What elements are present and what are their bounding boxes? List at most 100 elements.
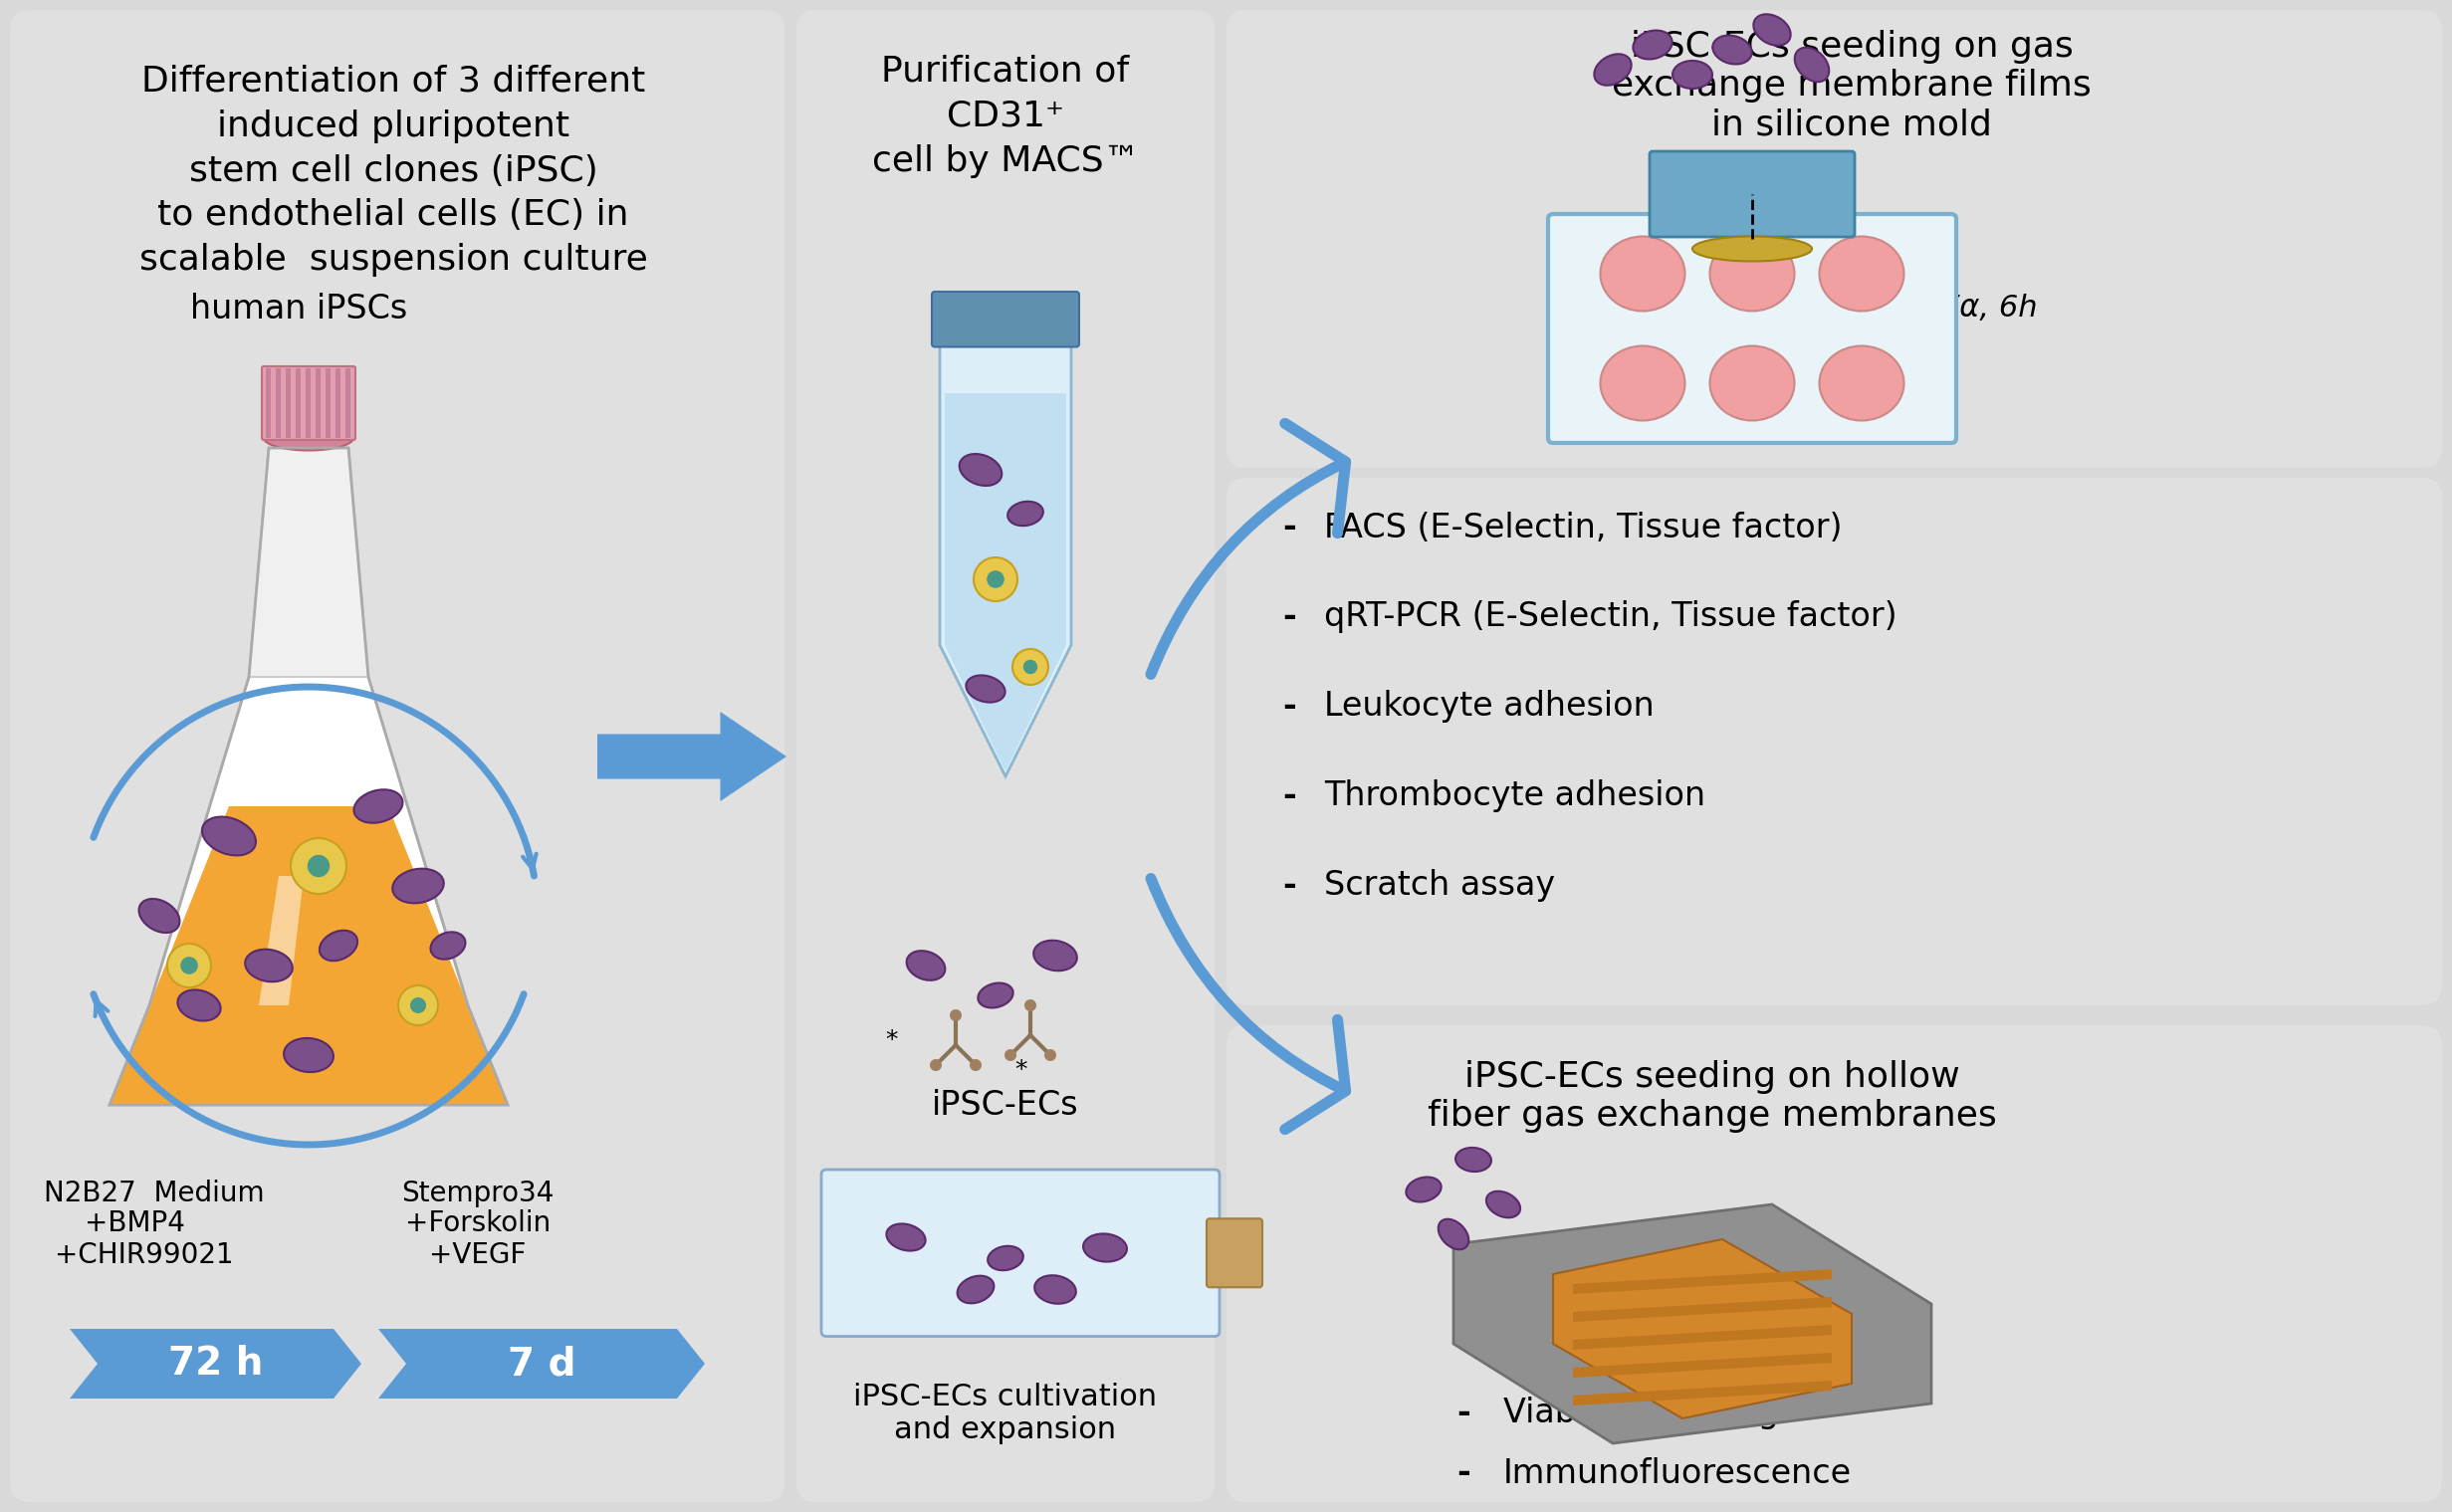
Ellipse shape (1486, 1191, 1520, 1217)
Bar (831, 1179, 1209, 1326)
Text: +Forskolin: +Forskolin (405, 1210, 552, 1237)
Ellipse shape (353, 789, 402, 823)
Ellipse shape (1013, 649, 1049, 685)
Ellipse shape (973, 558, 1018, 602)
Ellipse shape (319, 930, 358, 960)
Text: -: - (1456, 1456, 1471, 1489)
Text: Stempro34: Stempro34 (402, 1179, 554, 1208)
Text: 7 d: 7 d (508, 1344, 576, 1382)
Polygon shape (1572, 1325, 1832, 1350)
Text: Thrombocyte adhesion: Thrombocyte adhesion (1324, 780, 1707, 813)
Bar (326, 369, 331, 438)
Polygon shape (1572, 1269, 1832, 1294)
Text: FACS (E-Selectin, Tissue factor): FACS (E-Selectin, Tissue factor) (1324, 511, 1841, 544)
Text: Immunofluorescence: Immunofluorescence (1503, 1456, 1851, 1489)
Polygon shape (250, 448, 368, 677)
Ellipse shape (1711, 35, 1751, 64)
Ellipse shape (1456, 1148, 1491, 1172)
Text: -: - (1282, 869, 1297, 903)
Text: +CHIR99021: +CHIR99021 (54, 1241, 233, 1269)
Ellipse shape (1594, 54, 1631, 85)
Ellipse shape (177, 990, 221, 1021)
Text: *: * (885, 1028, 897, 1052)
Ellipse shape (432, 931, 466, 959)
Text: qRT-PCR (E-Selectin, Tissue factor): qRT-PCR (E-Selectin, Tissue factor) (1324, 600, 1898, 634)
Ellipse shape (1035, 1275, 1076, 1303)
Polygon shape (939, 339, 1072, 776)
Ellipse shape (1819, 346, 1903, 420)
Ellipse shape (1709, 236, 1795, 311)
Polygon shape (1572, 1297, 1832, 1321)
Ellipse shape (1008, 502, 1042, 526)
Ellipse shape (181, 957, 199, 974)
Polygon shape (378, 1329, 704, 1399)
Ellipse shape (1405, 1176, 1442, 1202)
Ellipse shape (1045, 1049, 1057, 1061)
Bar (346, 369, 351, 438)
Ellipse shape (1672, 60, 1711, 89)
Ellipse shape (907, 951, 944, 980)
Ellipse shape (292, 838, 346, 894)
FancyBboxPatch shape (1226, 1025, 2442, 1501)
Polygon shape (1572, 1353, 1832, 1377)
Polygon shape (1454, 1205, 1932, 1444)
Text: -: - (1282, 511, 1297, 544)
Ellipse shape (1753, 14, 1790, 45)
FancyBboxPatch shape (1206, 1219, 1263, 1287)
Ellipse shape (1084, 1234, 1128, 1261)
Polygon shape (110, 448, 508, 1105)
Ellipse shape (1005, 1049, 1018, 1061)
Text: Purification of
CD31⁺
cell by MACS™: Purification of CD31⁺ cell by MACS™ (873, 54, 1140, 178)
Text: ± TNFα, 6h: ± TNFα, 6h (1866, 295, 2038, 324)
Ellipse shape (306, 854, 329, 877)
Ellipse shape (949, 1010, 961, 1021)
Ellipse shape (1819, 236, 1903, 311)
Ellipse shape (1601, 346, 1685, 420)
Ellipse shape (167, 943, 211, 987)
Polygon shape (1552, 1240, 1851, 1418)
Ellipse shape (986, 570, 1005, 588)
Ellipse shape (1022, 659, 1037, 674)
Ellipse shape (988, 1246, 1022, 1270)
Ellipse shape (201, 816, 255, 856)
Ellipse shape (929, 1058, 942, 1070)
Ellipse shape (1709, 346, 1795, 420)
Text: N2B27  Medium: N2B27 Medium (44, 1179, 265, 1208)
Ellipse shape (397, 986, 439, 1025)
Polygon shape (110, 806, 508, 1105)
Bar (336, 369, 341, 438)
Text: -: - (1282, 600, 1297, 634)
Polygon shape (1572, 1380, 1832, 1406)
FancyBboxPatch shape (797, 11, 1214, 1501)
Text: *: * (1015, 1058, 1027, 1083)
Ellipse shape (956, 1276, 993, 1303)
Ellipse shape (1692, 236, 1812, 262)
FancyBboxPatch shape (10, 11, 785, 1501)
Ellipse shape (1633, 30, 1672, 59)
Text: +VEGF: +VEGF (429, 1241, 527, 1269)
Bar (316, 369, 321, 438)
FancyBboxPatch shape (1547, 215, 1957, 443)
Polygon shape (69, 1329, 360, 1399)
Text: Differentiation of 3 different
induced pluripotent
stem cell clones (iPSC)
to en: Differentiation of 3 different induced p… (140, 65, 647, 277)
Ellipse shape (265, 425, 353, 451)
Ellipse shape (245, 950, 292, 981)
Text: 72 h: 72 h (169, 1344, 262, 1382)
FancyBboxPatch shape (1650, 151, 1854, 237)
Text: iPSC-ECs cultivation
and expansion: iPSC-ECs cultivation and expansion (853, 1382, 1157, 1444)
Bar (297, 369, 302, 438)
Ellipse shape (1035, 940, 1076, 971)
Bar (275, 369, 280, 438)
Ellipse shape (140, 898, 179, 933)
Bar (287, 369, 292, 438)
Ellipse shape (888, 1223, 924, 1250)
Text: human iPSCs: human iPSCs (189, 292, 407, 325)
Ellipse shape (1795, 47, 1829, 82)
Polygon shape (260, 875, 304, 1005)
Ellipse shape (1601, 236, 1685, 311)
Ellipse shape (978, 983, 1013, 1009)
Bar (306, 369, 311, 438)
Text: iPSC-ECs seeding on gas
exchange membrane films
in silicone mold: iPSC-ECs seeding on gas exchange membran… (1611, 30, 2092, 142)
Ellipse shape (1025, 999, 1037, 1012)
Ellipse shape (966, 676, 1005, 703)
